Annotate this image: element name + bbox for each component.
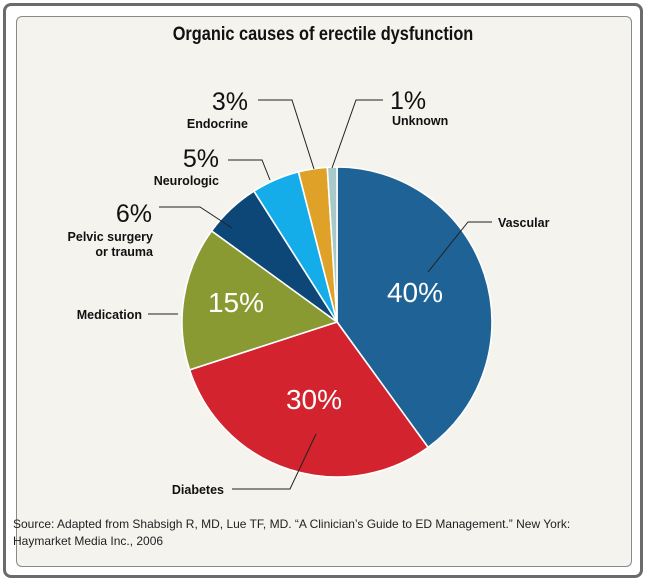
callout-line-unknown: [331, 99, 383, 169]
pie-slice-medication: [181, 229, 339, 371]
pie-callouts: [148, 99, 492, 490]
slice-percent-label: 6%: [116, 200, 152, 228]
slice-name-label: Diabetes: [172, 483, 224, 497]
pie-slice-diabetes: [188, 321, 430, 478]
slice-name-label: Neurologic: [154, 174, 219, 188]
callout-line-vascular: [427, 221, 492, 273]
chart-title: Organic causes of erectile dysfunction: [172, 24, 474, 45]
slice-percent-label: 30%: [286, 384, 342, 415]
slice-percent-label: 3%: [212, 88, 248, 116]
pie-slice-vascular: [336, 166, 493, 449]
callout-line-endocrine: [258, 99, 315, 170]
callout-line-pelvic-surgery-or-trauma: [159, 206, 233, 229]
slice-name-label: Medication: [77, 308, 142, 322]
slice-percent-label: 1%: [390, 87, 426, 115]
callout-line-neurologic: [228, 159, 271, 181]
source-note: Source: Adapted from Shabsigh R, MD, Lue…: [13, 517, 571, 548]
pie-slices: [181, 166, 493, 478]
slice-name-label: Endocrine: [187, 117, 248, 131]
slice-name-label: or trauma: [95, 245, 154, 259]
slice-percent-label: 40%: [387, 277, 443, 308]
slice-percent-label: 5%: [183, 145, 219, 173]
slice-name-label: Pelvic surgery: [68, 230, 154, 244]
slice-name-label: Unknown: [392, 114, 448, 128]
slice-name-label: Vascular: [498, 216, 550, 230]
callout-line-diabetes: [232, 433, 317, 490]
pie-labels: Vascular 40% Diabetes 30% Medication 15% Pelvi…: [68, 87, 550, 497]
slice-percent-label: 15%: [208, 287, 264, 318]
